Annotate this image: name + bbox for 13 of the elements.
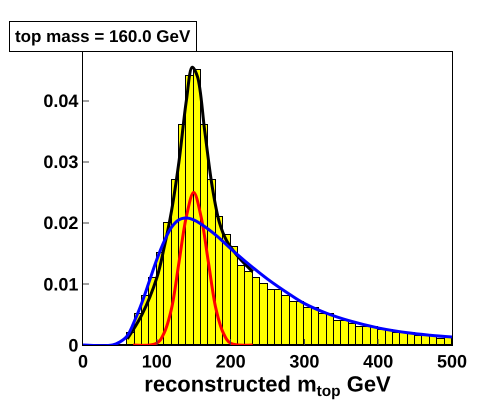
y-tick-label: 0.03: [43, 152, 78, 172]
line-series: [83, 216, 452, 345]
x-tick-label: 400: [363, 352, 394, 372]
x-tick-label: 500: [436, 352, 468, 372]
y-tick-label: 0.02: [43, 213, 78, 234]
y-tick-label: 0: [68, 335, 78, 356]
y-tick-label: 0.04: [43, 91, 78, 112]
chart-title: top mass = 160.0 GeV: [15, 27, 191, 46]
x-tick-label: 200: [216, 352, 246, 372]
x-tick-label: 300: [289, 352, 320, 372]
y-tick-label: 0.01: [43, 274, 78, 294]
x-tick-label: 100: [142, 352, 172, 372]
x-axis-title: reconstructed m$_{top}$ GeV: [144, 372, 392, 400]
